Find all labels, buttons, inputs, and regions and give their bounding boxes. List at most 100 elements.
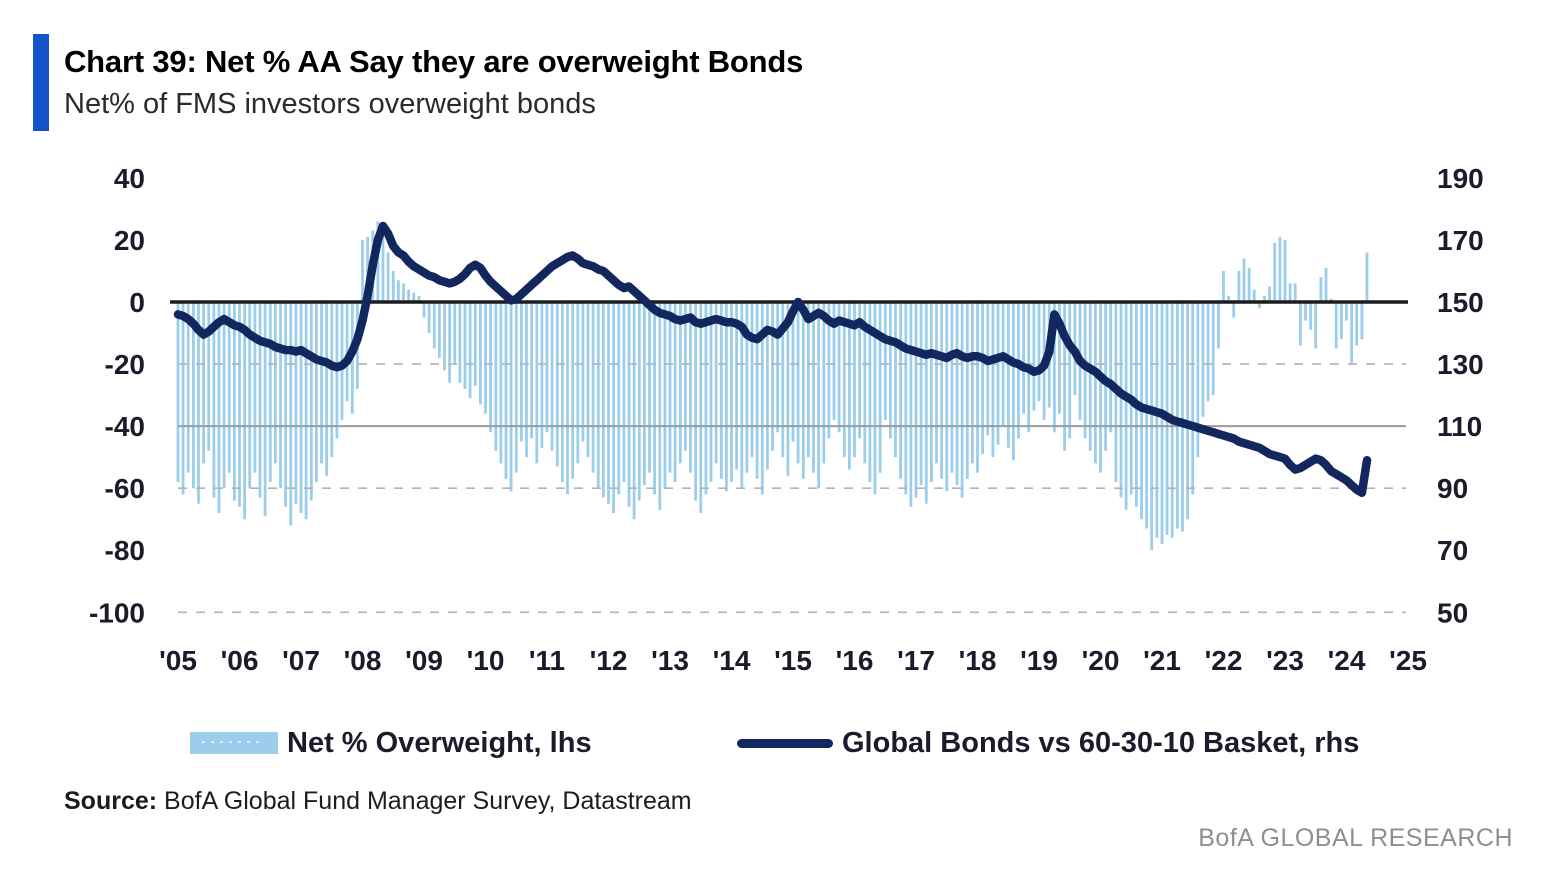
bar xyxy=(1304,302,1307,321)
x-axis-tick-label: '18 xyxy=(959,645,997,676)
bar xyxy=(909,302,913,507)
right-axis-tick-label: 90 xyxy=(1437,473,1468,504)
bar xyxy=(366,236,369,302)
bar xyxy=(622,302,626,482)
bar xyxy=(1032,302,1036,411)
bar xyxy=(1088,302,1092,451)
bar xyxy=(986,302,990,436)
bar xyxy=(509,302,513,492)
bar xyxy=(658,302,662,510)
bar xyxy=(648,302,651,473)
bar xyxy=(438,302,441,358)
left-axis-tick-label: -60 xyxy=(105,473,145,504)
page-title: Chart 39: Net % AA Say they are overweig… xyxy=(64,44,804,79)
bar xyxy=(709,302,713,482)
bar xyxy=(571,302,574,479)
bar xyxy=(504,302,508,479)
bar xyxy=(699,302,703,513)
bar xyxy=(1293,283,1297,302)
bar xyxy=(376,221,380,302)
bar xyxy=(745,302,749,473)
bar xyxy=(960,302,964,498)
bar xyxy=(1334,302,1338,349)
bar xyxy=(1058,302,1061,414)
bar xyxy=(566,302,569,495)
bar xyxy=(837,302,841,433)
x-axis-tick-label: '08 xyxy=(344,645,382,676)
bar xyxy=(771,302,774,451)
bar xyxy=(535,302,539,464)
bar xyxy=(238,302,241,507)
bar xyxy=(832,302,836,420)
x-axis-tick-label: '16 xyxy=(836,645,874,676)
bar xyxy=(1155,302,1159,538)
bar xyxy=(673,302,677,482)
bar xyxy=(581,302,585,442)
bar xyxy=(586,302,590,458)
bar xyxy=(407,289,410,302)
x-axis-tick-label: '17 xyxy=(897,645,935,676)
bar xyxy=(381,224,385,302)
bar xyxy=(1191,302,1195,495)
bar xyxy=(1094,302,1097,464)
bar xyxy=(1263,295,1266,302)
bar xyxy=(971,302,974,464)
bar xyxy=(540,302,544,448)
bar xyxy=(202,302,205,464)
bar xyxy=(868,302,872,482)
bar xyxy=(361,239,364,302)
bar xyxy=(197,302,200,504)
bar xyxy=(914,302,918,498)
bar xyxy=(637,302,641,501)
bar xyxy=(827,302,831,439)
source-label: Source: xyxy=(64,787,158,815)
bar xyxy=(965,302,969,479)
bar xyxy=(1181,302,1184,532)
bar xyxy=(668,302,672,473)
bar xyxy=(684,302,687,451)
bar xyxy=(1355,302,1359,346)
bar xyxy=(514,302,518,473)
bar xyxy=(325,302,328,476)
bar xyxy=(330,302,334,458)
bar xyxy=(689,302,692,473)
bar xyxy=(1176,302,1179,529)
bar xyxy=(766,302,769,470)
bar xyxy=(863,302,867,464)
bar xyxy=(468,302,472,399)
legend-item-line: Global Bonds vs 60-30-10 Basket, rhs xyxy=(737,726,1359,760)
left-axis-tick-label: 20 xyxy=(114,225,145,256)
bar xyxy=(776,302,779,433)
bar xyxy=(525,302,528,458)
source-note: Source: BofA Global Fund Manager Survey,… xyxy=(64,787,692,816)
bar xyxy=(309,302,313,501)
bar xyxy=(1099,302,1102,473)
bar xyxy=(1258,302,1261,309)
bar xyxy=(304,302,308,520)
bar xyxy=(212,302,216,498)
bar xyxy=(402,283,405,302)
line-swatch-icon xyxy=(737,738,833,748)
bar xyxy=(289,302,293,526)
bar xyxy=(1012,302,1015,461)
bar xyxy=(1340,302,1343,340)
bar xyxy=(678,302,682,464)
bar xyxy=(643,302,646,486)
x-axis-tick-label: '05 xyxy=(159,645,197,676)
bar xyxy=(222,302,226,489)
bar xyxy=(796,302,800,464)
bar xyxy=(555,302,559,467)
bar xyxy=(858,302,861,439)
bar xyxy=(755,302,759,479)
left-axis-tick-label: -40 xyxy=(105,411,145,442)
bar xyxy=(417,295,421,302)
bar xyxy=(781,302,785,458)
bar xyxy=(284,302,287,507)
bar xyxy=(945,302,949,492)
bar xyxy=(596,302,600,489)
bar xyxy=(248,302,252,489)
bar xyxy=(1201,302,1205,417)
trend-line xyxy=(173,221,1372,498)
bar xyxy=(186,302,190,473)
